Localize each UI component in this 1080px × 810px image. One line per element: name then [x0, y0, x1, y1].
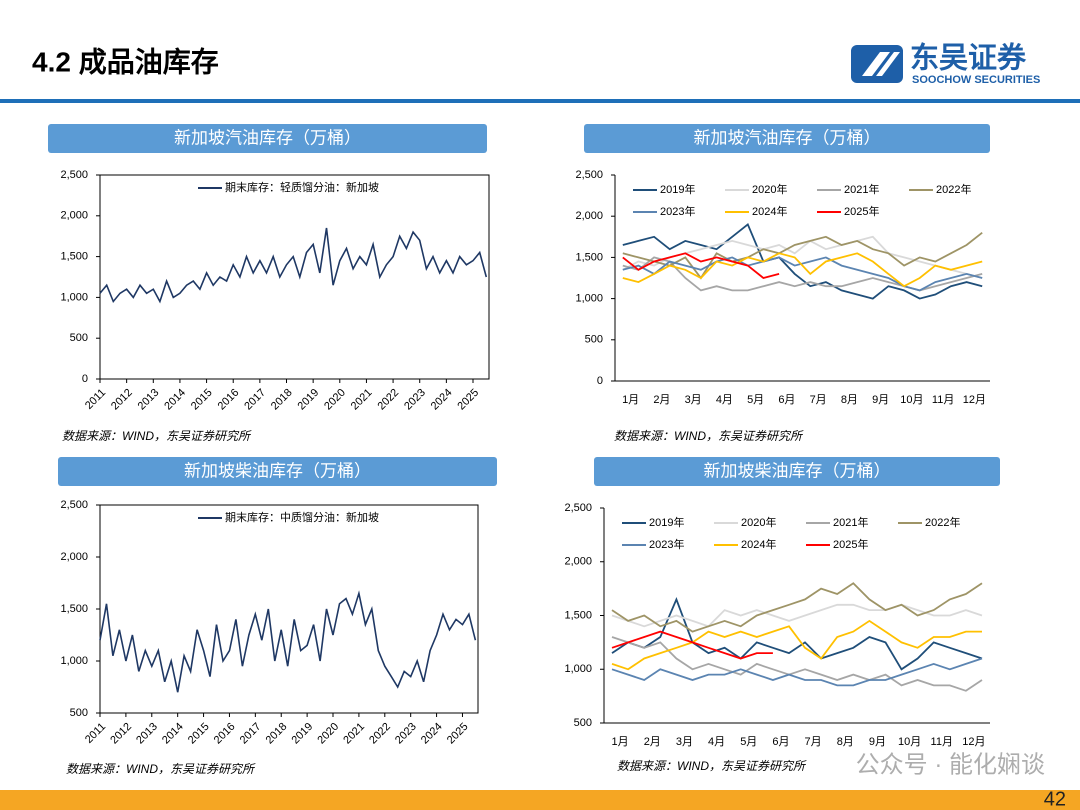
panel-header [58, 457, 497, 486]
series-line [611, 582, 983, 633]
legend-label: 期末库存：中质馏分油：新加坡 [225, 510, 379, 524]
y-tick-label: 2,000 [575, 210, 603, 222]
x-tick-label: 7月 [805, 736, 822, 748]
legend-label: 期末库存：轻质馏分油：新加坡 [225, 180, 379, 194]
series-line [611, 596, 983, 671]
series-line [622, 256, 983, 292]
legend-label: 2023年 [660, 204, 695, 218]
y-tick-label: 1,000 [60, 291, 88, 303]
x-tick-label: 3月 [685, 394, 702, 406]
logo-text: 东吴证券 [910, 41, 1027, 75]
panel-title: 新加坡柴油库存（万桶） [184, 461, 371, 480]
y-tick-label: 2,500 [575, 169, 603, 181]
legend-label: 2025年 [833, 537, 868, 551]
legend-label: 2024年 [752, 204, 787, 218]
legend-label: 2023年 [649, 537, 684, 551]
y-tick-label: 2,000 [60, 551, 88, 563]
y-tick-label: 0 [597, 375, 603, 387]
x-tick-label: 5月 [747, 394, 764, 406]
series-line [622, 252, 983, 288]
y-tick-label: 500 [585, 334, 603, 346]
legend-label: 2021年 [833, 515, 868, 529]
y-tick-label: 500 [70, 332, 88, 344]
legend-label: 2020年 [752, 182, 787, 196]
series-line [611, 636, 983, 692]
x-tick-label: 8月 [837, 736, 854, 748]
x-tick-label: 1月 [622, 394, 639, 406]
y-tick-label: 1,500 [575, 251, 603, 263]
logo-icon [851, 45, 903, 83]
x-tick-label: 1月 [612, 736, 629, 748]
series-line [99, 590, 477, 693]
x-tick-label: 6月 [772, 736, 789, 748]
y-tick-label: 1,500 [60, 251, 88, 263]
x-tick-label: 4月 [716, 394, 733, 406]
y-tick-label: 500 [574, 717, 592, 729]
logo-subtext: SOOCHOW SECURITIES [912, 74, 1040, 86]
legend-label: 2022年 [936, 182, 971, 196]
y-tick-label: 2,500 [60, 169, 88, 181]
y-tick-label: 1,500 [60, 603, 88, 615]
x-tick-label: 5月 [740, 736, 757, 748]
legend-label: 2025年 [844, 204, 879, 218]
y-tick-label: 1,000 [564, 663, 592, 675]
footer-bar [0, 790, 1080, 810]
x-tick-label: 3月 [676, 736, 693, 748]
x-tick-label: 10月 [898, 736, 921, 748]
x-tick-label: 7月 [810, 394, 827, 406]
source-note: 数据来源：WIND，东吴证券研究所 [62, 429, 252, 443]
panel-header [48, 124, 487, 153]
panel-header [584, 124, 990, 153]
x-tick-label: 11月 [931, 736, 953, 748]
x-tick-label: 6月 [778, 394, 795, 406]
x-tick-label: 12月 [962, 736, 985, 748]
x-tick-label: 12月 [963, 394, 986, 406]
source-note: 数据来源：WIND，东吴证券研究所 [614, 429, 804, 443]
plot-frame [99, 504, 479, 714]
series-line [622, 231, 983, 280]
y-tick-label: 1,000 [575, 293, 603, 305]
source-note: 数据来源：WIND，东吴证券研究所 [66, 762, 256, 776]
x-tick-label: 4月 [708, 736, 725, 748]
series-line [611, 619, 982, 671]
x-tick-label: 9月 [869, 736, 886, 748]
legend-label: 2022年 [925, 515, 960, 529]
y-tick-label: 2,500 [60, 499, 88, 511]
series-line [622, 222, 983, 300]
page-number: 42 [1044, 788, 1066, 810]
legend-label: 2019年 [660, 182, 695, 196]
source-note: 数据来源：WIND，东吴证券研究所 [617, 759, 807, 773]
y-tick-label: 2,000 [60, 210, 88, 222]
x-tick-label: 8月 [841, 394, 858, 406]
legend-label: 2020年 [741, 515, 776, 529]
legend-label: 2021年 [844, 182, 879, 196]
y-tick-label: 500 [70, 707, 88, 719]
plot-frame [99, 174, 490, 380]
y-tick-label: 2,000 [564, 556, 592, 568]
panel-title: 新加坡汽油库存（万桶） [694, 128, 881, 147]
y-tick-label: 0 [82, 373, 88, 385]
series-line [99, 227, 488, 304]
x-tick-label: 10月 [900, 394, 923, 406]
x-tick-label: 2月 [644, 736, 661, 748]
watermark: 公众号 · 能化娴谈 [856, 751, 1045, 778]
legend-label: 2019年 [649, 515, 684, 529]
header-rule [0, 99, 1080, 103]
series-line [611, 657, 983, 687]
series-line [611, 630, 773, 660]
x-tick-label: 11月 [932, 394, 954, 406]
x-tick-label: 9月 [872, 394, 889, 406]
x-tick-label: 2月 [653, 394, 670, 406]
series-line [622, 252, 780, 279]
slide-title: 4.2 成品油库存 [32, 45, 219, 77]
panel-header [594, 457, 1000, 486]
legend-label: 2024年 [741, 537, 776, 551]
panel-title: 新加坡柴油库存（万桶） [704, 461, 891, 480]
y-tick-label: 2,500 [564, 502, 592, 514]
panel-title: 新加坡汽油库存（万桶） [174, 128, 361, 147]
y-tick-label: 1,000 [60, 655, 88, 667]
series-line [611, 603, 983, 628]
y-tick-label: 1,500 [564, 609, 592, 621]
